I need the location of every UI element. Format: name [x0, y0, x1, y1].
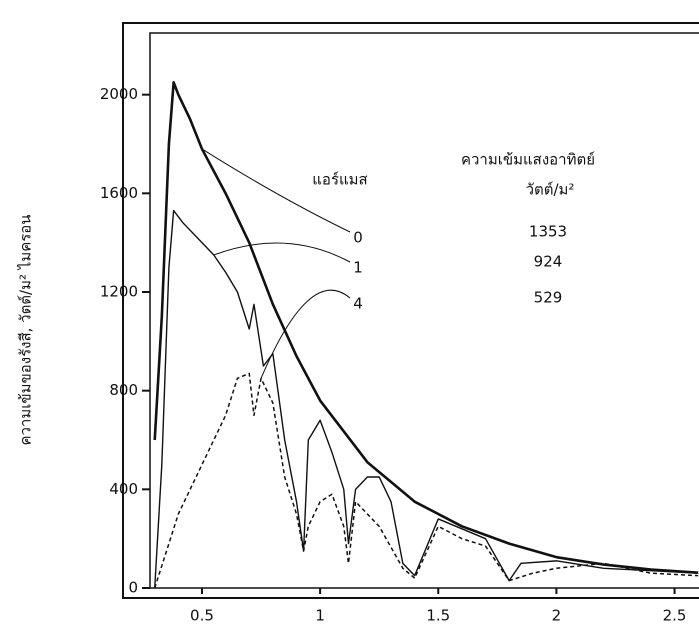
legend-value-unit: วัตต์/ม² [526, 181, 575, 199]
legend-label: 0 [353, 229, 363, 247]
legend-value: 1353 [529, 223, 567, 241]
legend-label: 1 [353, 259, 363, 277]
x-tick-label: 2.5 [663, 607, 687, 625]
chart: ความเข้มของรังสี, วัตต์/ม² ไมครอน แอร์แม… [0, 0, 699, 633]
legend-value: 924 [534, 253, 563, 271]
y-tick-label: 400 [109, 480, 138, 498]
legend-title: แอร์แมส [312, 171, 367, 189]
x-tick-label: 2 [552, 607, 562, 625]
y-tick-label: 0 [128, 579, 138, 597]
series-line [155, 82, 698, 572]
legend-value: 529 [534, 289, 563, 307]
series-line [155, 211, 698, 588]
y-tick-label: 2000 [100, 85, 138, 103]
legend-value-title: ความเข้มแสงอาทิตย์ [461, 151, 595, 169]
y-tick-label: 800 [109, 381, 138, 399]
y-tick-label: 1200 [100, 283, 138, 301]
leader-line [214, 243, 350, 262]
x-tick-label: 0.5 [190, 607, 214, 625]
legend-label: 4 [353, 295, 363, 313]
plot-frame [150, 33, 699, 588]
x-tick-label: 1 [315, 607, 325, 625]
page: {"chart_data": {"type": "line", "y_label… [0, 0, 699, 633]
outer-frame [123, 23, 699, 598]
series-line [155, 373, 698, 588]
y-axis-label: ความเข้มของรังสี, วัตต์/ม² ไมครอน [17, 214, 35, 445]
y-tick-label: 1600 [100, 184, 138, 202]
x-tick-label: 1.5 [426, 607, 450, 625]
